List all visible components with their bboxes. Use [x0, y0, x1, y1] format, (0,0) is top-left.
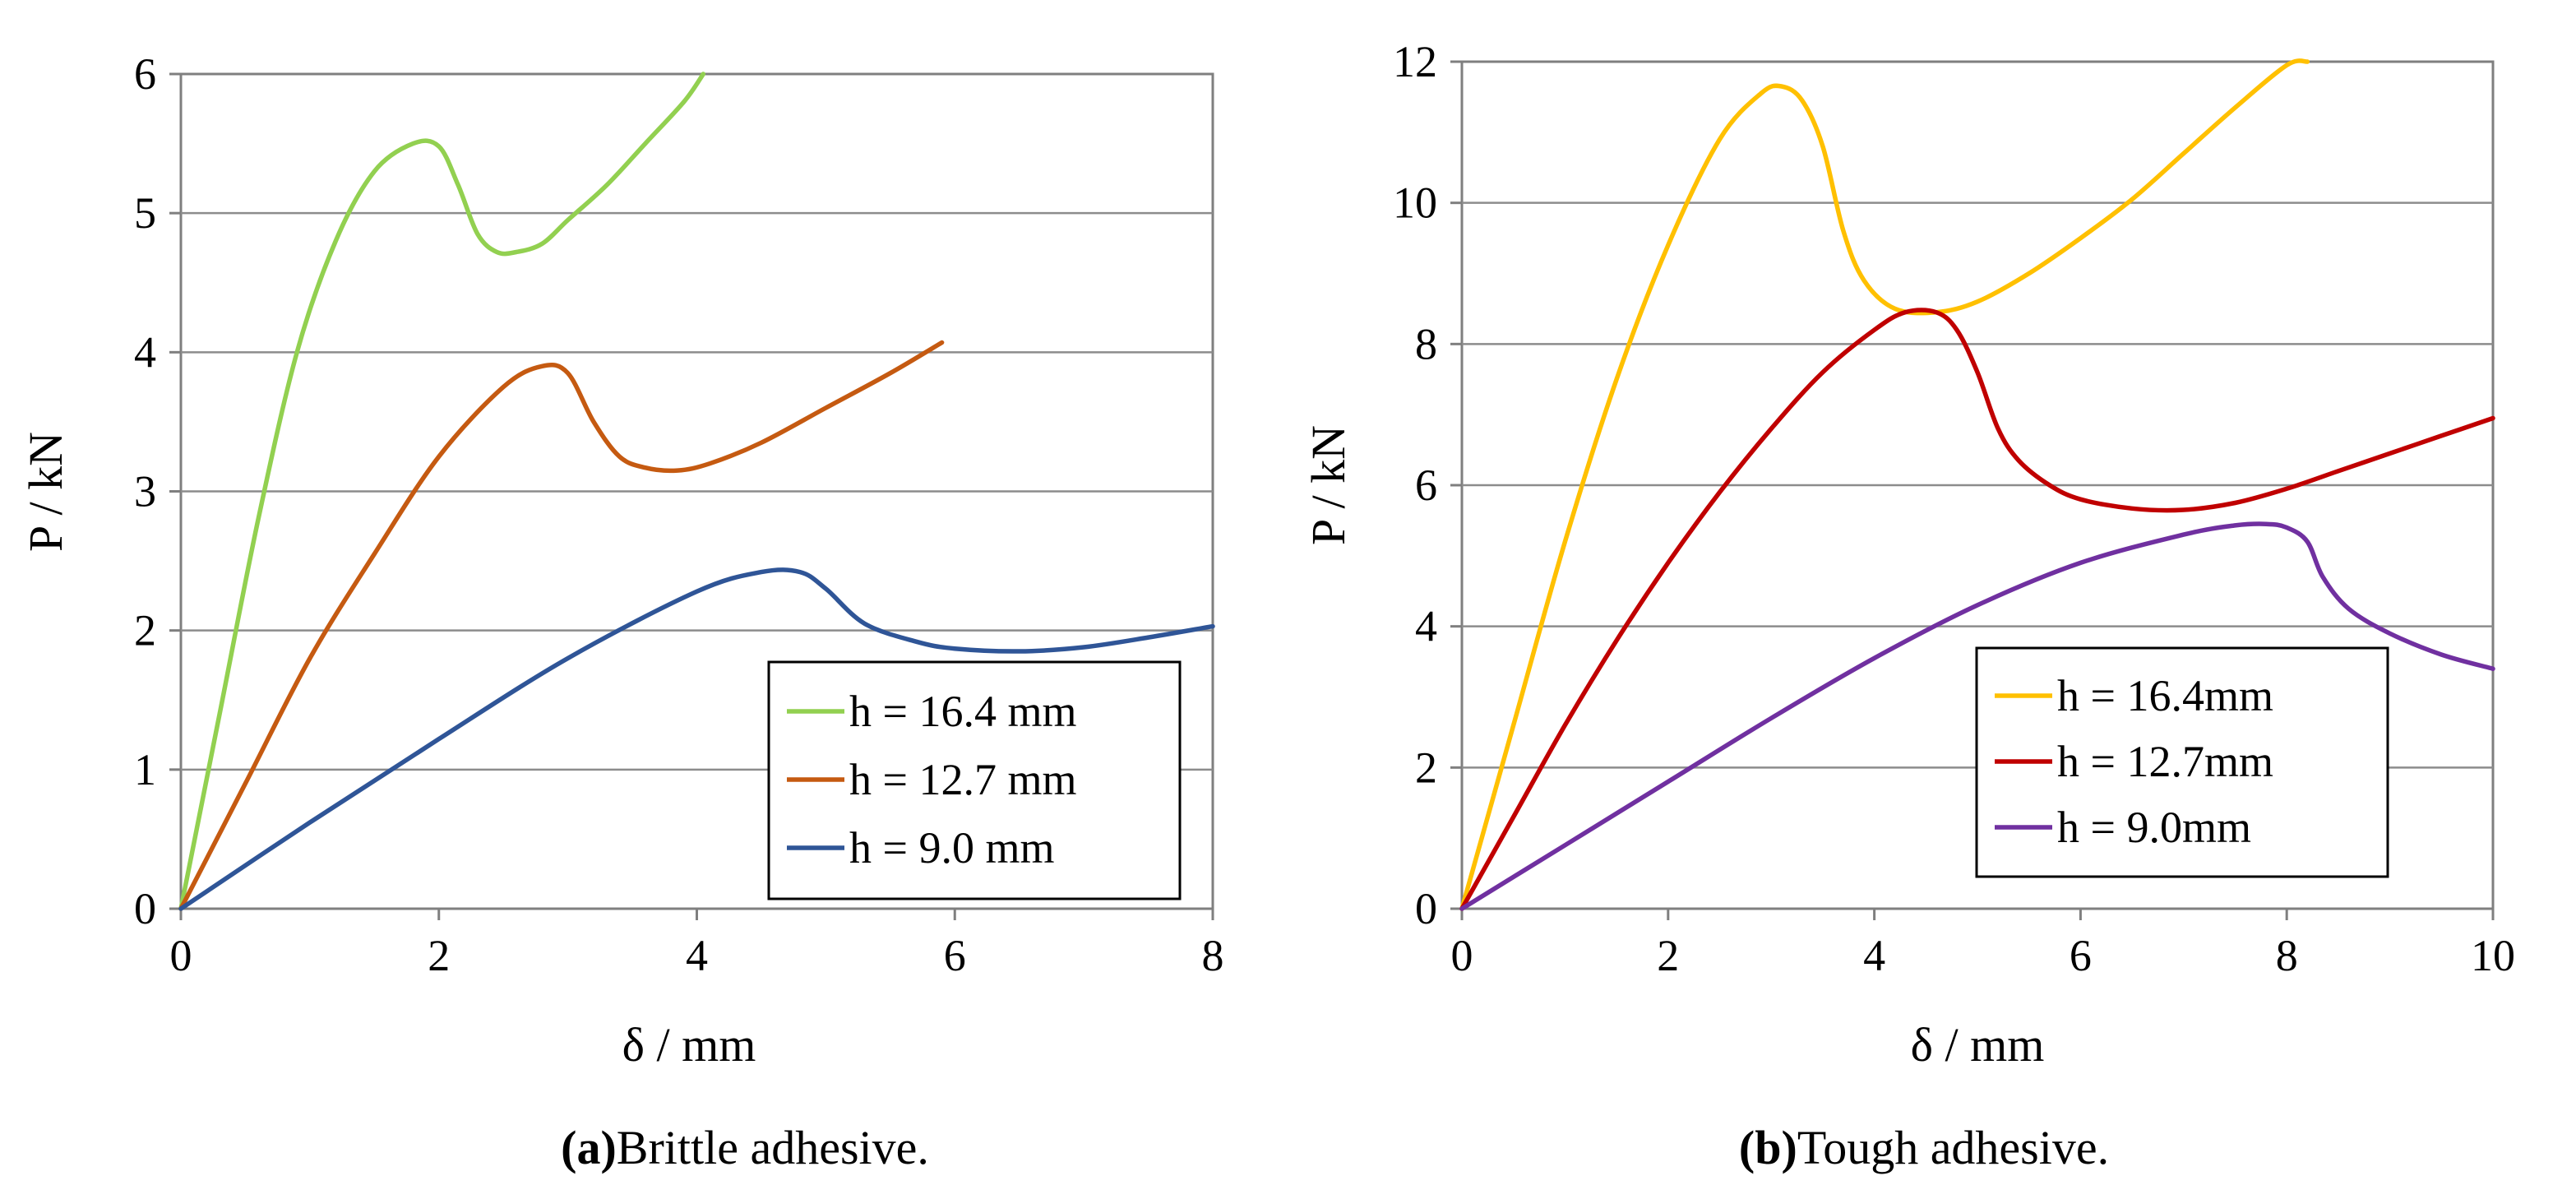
caption-label-b: b — [1755, 1121, 1781, 1174]
x-tick-label: 6 — [2070, 931, 2092, 980]
y-tick-label: 4 — [134, 327, 156, 377]
y-tick-label: 12 — [1393, 37, 1437, 86]
y-tick-label: 0 — [134, 884, 156, 933]
y-tick-labels-a: 0 1 2 3 4 5 6 — [134, 49, 156, 933]
x-tick-label: 2 — [428, 931, 450, 980]
x-tick-label: 4 — [686, 931, 708, 980]
legend-entry: h = 16.4mm — [2057, 671, 2273, 720]
legend-entry: h = 9.0mm — [2057, 803, 2251, 852]
x-tick-labels-b: 0 2 4 6 8 10 — [1451, 931, 2516, 980]
legend-entry: h = 16.4 mm — [849, 687, 1076, 736]
y-tick-label: 10 — [1393, 178, 1437, 228]
series-line-1 — [1459, 308, 2495, 911]
x-tick-label: 4 — [1863, 931, 1885, 980]
x-tick-label: 2 — [1657, 931, 1679, 980]
caption-a: (a)Brittle adhesive. — [561, 1121, 929, 1174]
y-tick-label: 6 — [1415, 461, 1437, 510]
caption-label-a: a — [576, 1121, 600, 1174]
y-tick-label: 1 — [134, 745, 156, 794]
caption-text-a: Brittle adhesive. — [617, 1121, 929, 1174]
y-tick-label: 2 — [1415, 743, 1437, 792]
x-tick-label: 0 — [1451, 931, 1473, 980]
y-tick-label: 2 — [134, 606, 156, 655]
y-tick-label: 3 — [134, 467, 156, 516]
y-tick-label: 0 — [1415, 884, 1437, 933]
x-axis-title-a: δ / mm — [622, 1018, 756, 1072]
legend-b: h = 16.4mm h = 12.7mm h = 9.0mm — [1975, 646, 2389, 878]
x-tick-label: 6 — [944, 931, 966, 980]
x-tick-labels-a: 0 2 4 6 8 — [170, 931, 1224, 980]
chart-tough-adhesive: 0 2 4 6 8 10 12 0 2 4 6 8 10 P / kN δ / mm h = 16.4… — [1302, 37, 2515, 1174]
series-line-2 — [1459, 521, 2495, 911]
x-axis-title-b: δ / mm — [1911, 1018, 2045, 1072]
x-tick-label: 0 — [170, 931, 192, 980]
caption-text-b: Tough adhesive. — [1797, 1121, 2109, 1174]
caption-b: (b)Tough adhesive. — [1739, 1121, 2109, 1174]
x-tick-label: 8 — [2276, 931, 2298, 980]
series-line-2 — [178, 567, 1215, 911]
series-line-0 — [1459, 58, 2310, 911]
y-axis-title-b: P / kN — [1302, 425, 1355, 545]
x-tick-label: 10 — [2471, 931, 2515, 980]
x-tick-label: 8 — [1202, 931, 1224, 980]
series-lines-a — [178, 72, 1215, 911]
y-tick-labels-b: 0 2 4 6 8 10 12 — [1393, 37, 1437, 933]
legend-entry: h = 12.7 mm — [849, 755, 1076, 804]
legend-entry: h = 12.7mm — [2057, 737, 2273, 786]
y-tick-label: 4 — [1415, 602, 1437, 651]
series-lines-b — [1459, 58, 2495, 911]
series-line-0 — [178, 72, 706, 911]
y-tick-label: 5 — [134, 188, 156, 238]
legend-a: h = 16.4 mm h = 12.7 mm h = 9.0 mm — [767, 660, 1182, 900]
y-axis-title-a: P / kN — [19, 432, 72, 552]
series-line-1 — [178, 340, 945, 911]
y-tick-label: 8 — [1415, 319, 1437, 368]
y-tick-label: 6 — [134, 49, 156, 99]
legend-entry: h = 9.0 mm — [849, 823, 1054, 873]
